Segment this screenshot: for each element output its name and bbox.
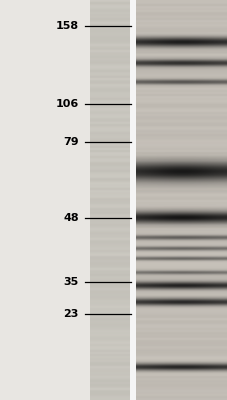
Text: 106: 106 bbox=[55, 99, 78, 109]
Text: 48: 48 bbox=[63, 213, 78, 223]
Text: 23: 23 bbox=[63, 309, 78, 319]
Text: 35: 35 bbox=[63, 277, 78, 287]
Bar bbox=[129, 0, 135, 400]
Text: 79: 79 bbox=[63, 137, 78, 147]
Bar bbox=[0, 0, 90, 400]
Text: 158: 158 bbox=[55, 21, 78, 31]
